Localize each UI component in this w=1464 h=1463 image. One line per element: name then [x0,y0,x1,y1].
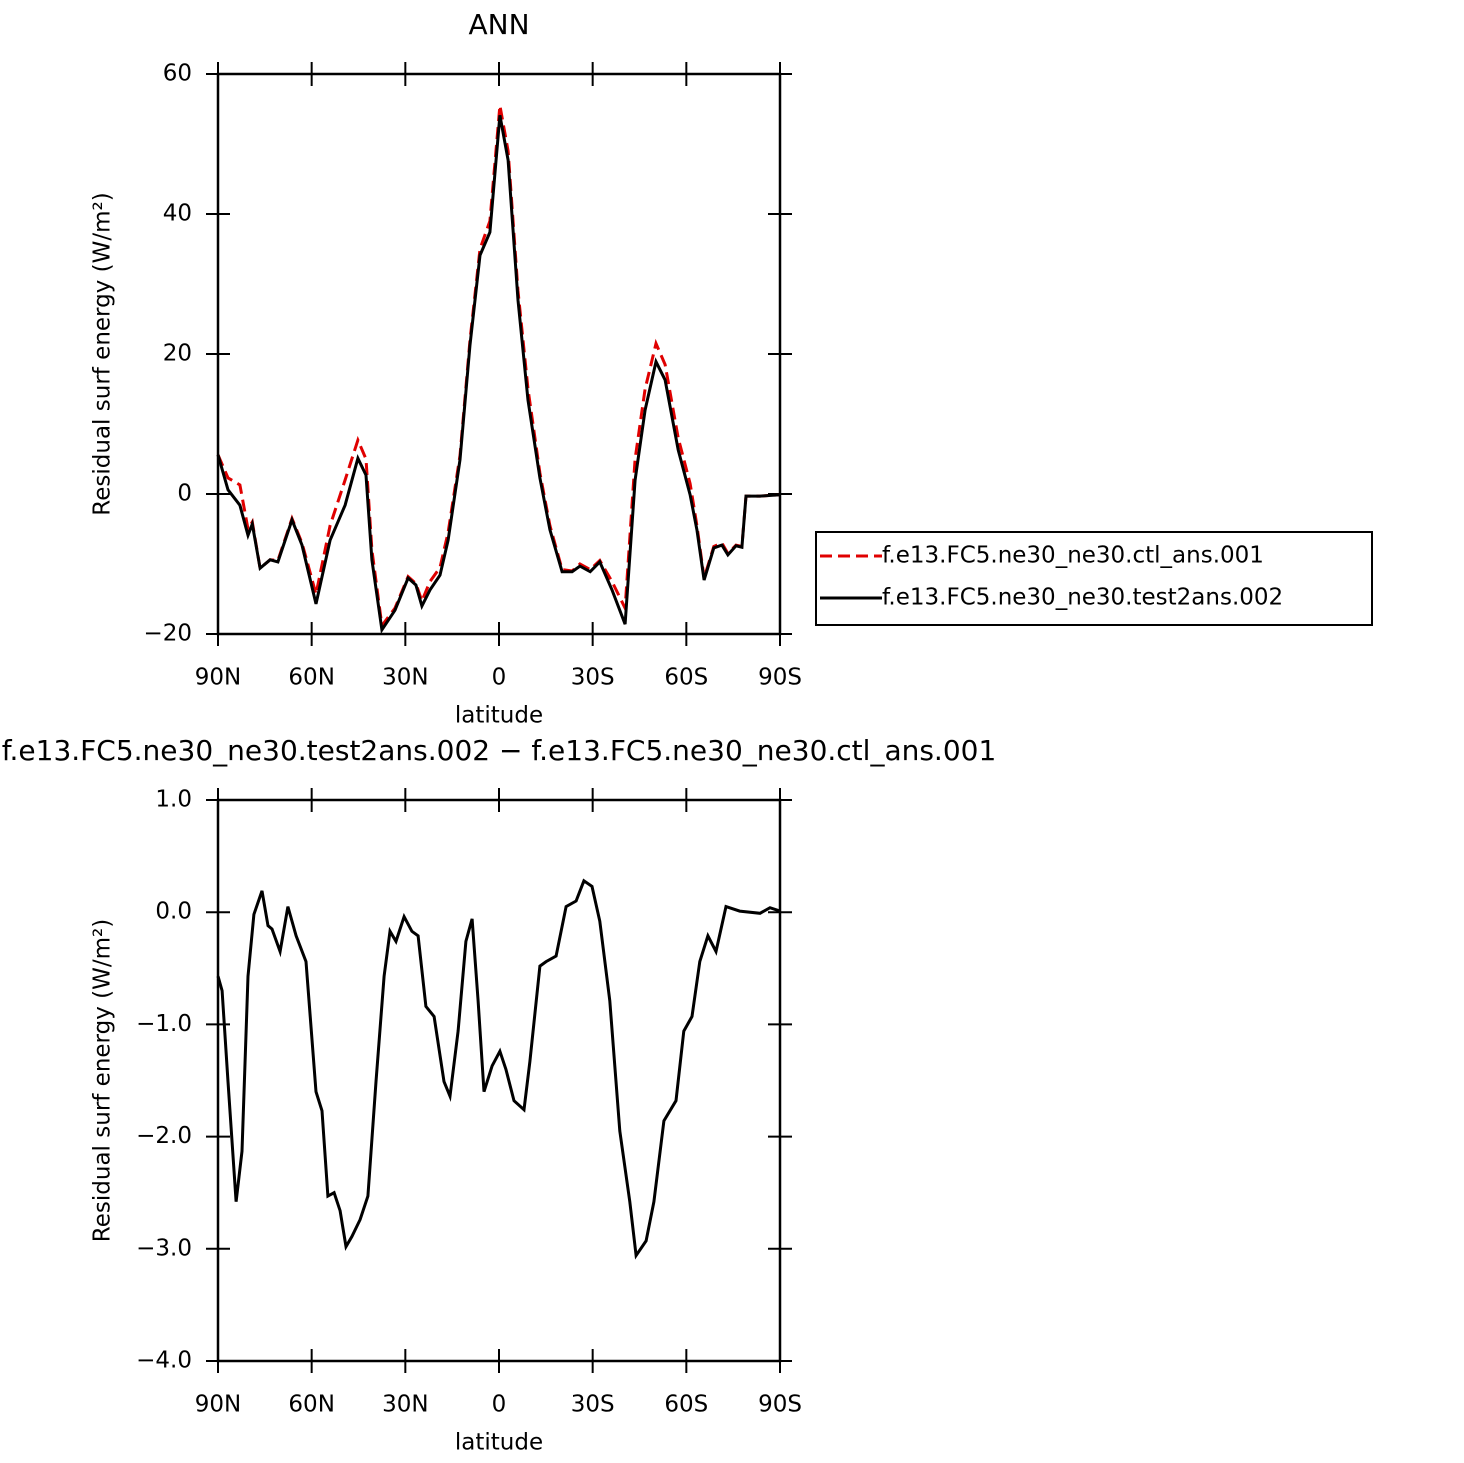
plot-frame [216,72,782,636]
plot-frame [216,798,782,1363]
y-tick-label: −1.0 [136,1011,192,1037]
y-tick-label: −4.0 [136,1348,192,1374]
y-axis-label: Residual surf energy (W/m²) [90,192,116,515]
x-tick-label: 90S [758,665,802,691]
legend-label: f.e13.FC5.ne30_ne30.ctl_ans.001 [882,543,1264,569]
data-line [216,878,781,1260]
x-tick-label: 30N [382,665,428,691]
x-tick-label: 60N [288,665,334,691]
x-axis-label: latitude [455,703,543,729]
y-tick-label: 1.0 [155,787,192,813]
x-tick-label: 60S [664,665,708,691]
chart-title: f.e13.FC5.ne30_ne30.test2ans.002 − f.e13… [2,734,997,767]
x-tick-label: 60S [664,1392,708,1418]
legend-label: f.e13.FC5.ne30_ne30.test2ans.002 [882,585,1283,611]
y-tick-label: −2.0 [136,1123,192,1149]
y-axis-label: Residual surf energy (W/m²) [90,919,116,1242]
y-tick-label: 60 [163,61,192,87]
x-tick-label: 90N [195,665,241,691]
x-tick-label: 30N [382,1392,428,1418]
chart-title: ANN [468,8,529,41]
y-tick-label: 0.0 [155,899,192,925]
x-tick-label: 90N [195,1392,241,1418]
x-tick-label: 0 [492,665,507,691]
x-tick-label: 30S [571,1392,615,1418]
legend-box [815,531,1373,626]
y-tick-label: 20 [163,341,192,367]
x-axis-label: latitude [455,1430,543,1456]
y-tick-label: 40 [163,201,192,227]
data-line [216,115,781,634]
y-tick-label: −3.0 [136,1235,192,1261]
x-tick-label: 30S [571,665,615,691]
x-tick-label: 60N [288,1392,334,1418]
y-tick-label: −20 [143,621,192,647]
x-tick-label: 90S [758,1392,802,1418]
y-tick-label: 0 [177,481,192,507]
x-tick-label: 0 [492,1392,507,1418]
